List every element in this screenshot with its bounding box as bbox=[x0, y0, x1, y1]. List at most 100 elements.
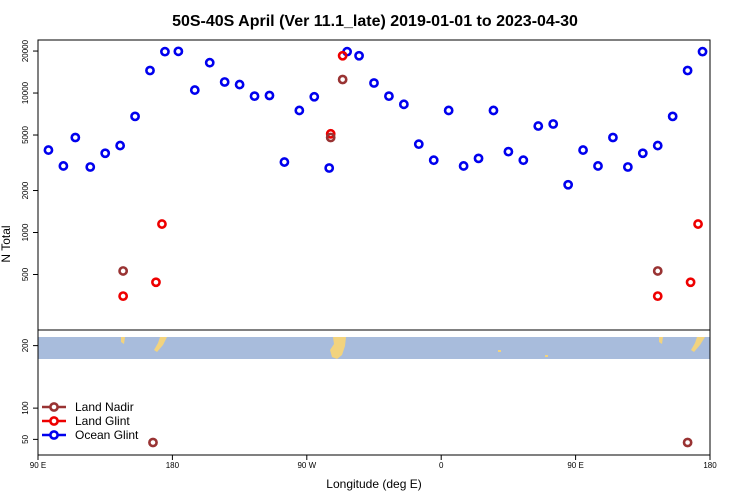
data-point bbox=[337, 50, 348, 61]
y-axis-title: N Total bbox=[0, 225, 13, 262]
lower-y-axis: 50 100 200 bbox=[21, 338, 38, 444]
data-point bbox=[685, 277, 696, 288]
land-shape bbox=[498, 350, 501, 352]
data-point bbox=[578, 145, 588, 155]
data-point bbox=[682, 65, 693, 76]
legend-item: Land Glint bbox=[42, 414, 130, 428]
map-strip-ocean bbox=[38, 337, 710, 359]
data-point bbox=[324, 163, 335, 173]
data-point bbox=[667, 111, 678, 122]
data-point bbox=[264, 90, 275, 101]
x-tick-label: 180 bbox=[166, 461, 180, 470]
series-land-glint bbox=[118, 50, 703, 302]
y-tick-label: 2000 bbox=[21, 181, 30, 199]
data-point bbox=[593, 161, 603, 171]
data-point bbox=[145, 65, 155, 76]
land-shape bbox=[330, 337, 346, 359]
data-point bbox=[428, 155, 439, 166]
data-point bbox=[43, 145, 54, 155]
data-point bbox=[697, 46, 708, 57]
data-point bbox=[118, 266, 129, 276]
data-point bbox=[637, 148, 648, 159]
data-point bbox=[115, 140, 126, 151]
legend-item: Ocean Glint bbox=[42, 428, 139, 442]
land-shape bbox=[154, 337, 167, 352]
data-point bbox=[548, 119, 559, 129]
data-point bbox=[337, 74, 348, 85]
series-ocean-glint bbox=[43, 46, 708, 190]
lower-panel-frame bbox=[37, 329, 711, 456]
x-axis-title: Longitude (deg E) bbox=[326, 477, 421, 491]
lower-series-land-nadir bbox=[148, 437, 693, 448]
series-land-nadir bbox=[118, 74, 663, 276]
land-shape bbox=[659, 337, 663, 344]
data-point bbox=[249, 91, 260, 102]
y-tick-label: 5000 bbox=[21, 126, 30, 144]
y-tick-label: 10000 bbox=[21, 81, 30, 104]
data-point bbox=[204, 57, 215, 68]
y-tick-label: 20000 bbox=[21, 39, 30, 62]
x-tick-label: 180 bbox=[703, 461, 717, 470]
data-point bbox=[652, 266, 663, 276]
data-point bbox=[294, 105, 305, 116]
data-point bbox=[151, 277, 161, 288]
legend-item: Land Nadir bbox=[42, 400, 134, 414]
data-point bbox=[58, 161, 69, 171]
data-point bbox=[354, 50, 364, 61]
data-point bbox=[443, 105, 454, 116]
data-point bbox=[130, 111, 140, 122]
data-point bbox=[173, 46, 184, 57]
upper-panel-frame bbox=[37, 39, 711, 331]
upper-y-axis: 500 1000 2000 5000 10000 20000 bbox=[21, 39, 38, 281]
y-tick-label: 500 bbox=[21, 267, 30, 281]
y-tick-label: 100 bbox=[21, 401, 30, 415]
data-point bbox=[70, 132, 81, 143]
x-axis: 90 E 180 90 W 0 90 E 180 bbox=[30, 455, 717, 470]
y-tick-label: 200 bbox=[21, 338, 30, 352]
data-point bbox=[652, 140, 663, 151]
data-point bbox=[503, 146, 514, 157]
land-shape bbox=[545, 355, 548, 357]
data-point bbox=[148, 437, 158, 448]
data-point bbox=[189, 85, 200, 95]
data-point bbox=[118, 291, 129, 302]
map-strip-land bbox=[121, 337, 705, 359]
data-point bbox=[682, 437, 693, 448]
data-point bbox=[398, 99, 409, 110]
x-tick-label: 90 W bbox=[297, 461, 316, 470]
data-point bbox=[325, 132, 336, 143]
data-point bbox=[85, 162, 96, 172]
data-point bbox=[100, 148, 111, 159]
legend-label: Ocean Glint bbox=[75, 428, 139, 442]
data-point bbox=[608, 132, 618, 143]
data-point bbox=[652, 291, 663, 302]
map-strip bbox=[38, 337, 710, 359]
legend-marker bbox=[49, 430, 59, 440]
data-point bbox=[384, 91, 394, 102]
data-point bbox=[622, 162, 633, 172]
legend-marker bbox=[49, 402, 59, 412]
data-point bbox=[325, 128, 336, 139]
data-point bbox=[518, 155, 529, 166]
data-point bbox=[563, 179, 574, 190]
data-point bbox=[160, 46, 170, 57]
data-point bbox=[279, 157, 290, 167]
data-point bbox=[369, 78, 379, 88]
data-point bbox=[533, 121, 544, 131]
data-point bbox=[473, 153, 484, 164]
x-tick-label: 0 bbox=[439, 461, 444, 470]
y-tick-label: 1000 bbox=[21, 223, 30, 241]
x-tick-label: 90 E bbox=[567, 461, 583, 470]
x-tick-label: 90 E bbox=[30, 461, 46, 470]
data-point bbox=[309, 91, 320, 102]
legend-marker bbox=[49, 416, 59, 426]
data-point bbox=[693, 219, 703, 229]
legend-label: Land Nadir bbox=[75, 400, 134, 414]
data-point bbox=[219, 77, 230, 87]
chart-title: 50S-40S April (Ver 11.1_late) 2019-01-01… bbox=[172, 13, 578, 30]
data-point bbox=[413, 139, 424, 150]
legend-label: Land Glint bbox=[75, 414, 130, 428]
land-shape bbox=[121, 337, 125, 344]
data-point bbox=[458, 161, 469, 171]
